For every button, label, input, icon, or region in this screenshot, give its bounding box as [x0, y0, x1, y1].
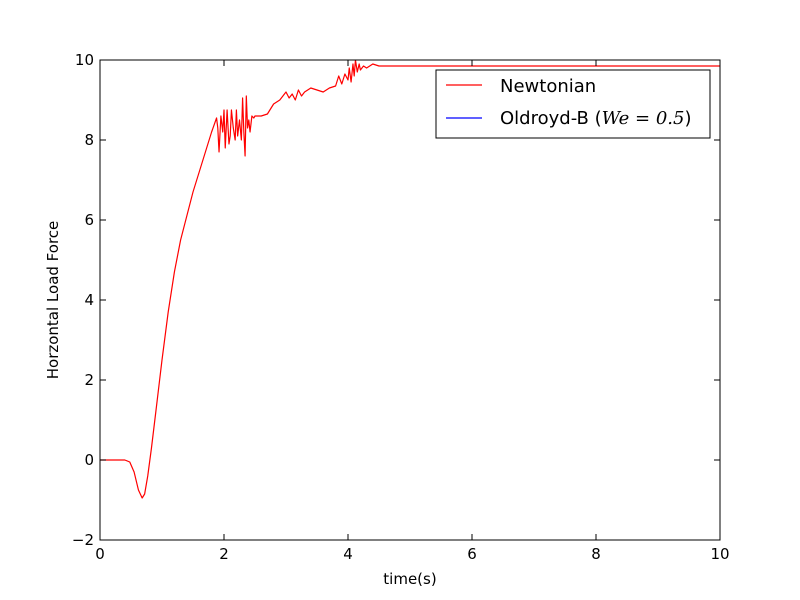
series-layer [100, 60, 720, 499]
legend-box [435, 69, 711, 139]
x-tick-label: 0 [95, 545, 105, 563]
y-tick-label: 4 [84, 291, 94, 309]
legend-label-oldroyd-b-suffix: ) [684, 108, 691, 129]
legend: Newtonian Oldroyd-B (We = 0.5) [435, 69, 711, 139]
legend-label-oldroyd-b: Oldroyd-B (We = 0.5) [500, 108, 692, 129]
x-tick-label: 6 [467, 545, 477, 563]
y-axis-label: Horzontal Load Force [44, 221, 62, 380]
series-line-newtonian [100, 60, 720, 499]
x-tick-label: 10 [710, 545, 729, 563]
plot-frame [99, 59, 721, 541]
legend-label-oldroyd-b-math: We = 0.5 [602, 108, 685, 129]
x-tick-label: 2 [219, 545, 229, 563]
legend-label-newtonian: Newtonian [500, 76, 596, 97]
y-tick-label: 0 [84, 451, 94, 469]
x-axis-label: time(s) [383, 570, 436, 588]
y-tick-label: 2 [84, 371, 94, 389]
y-tick-label: −2 [72, 531, 94, 549]
y-tick-label: 10 [75, 51, 94, 69]
x-tick-label: 4 [343, 545, 353, 563]
legend-label-oldroyd-b-prefix: Oldroyd-B ( [500, 108, 602, 129]
plot-area [100, 60, 720, 540]
y-tick-label: 6 [84, 211, 94, 229]
y-tick-label: 8 [84, 131, 94, 149]
x-tick-label: 8 [591, 545, 601, 563]
